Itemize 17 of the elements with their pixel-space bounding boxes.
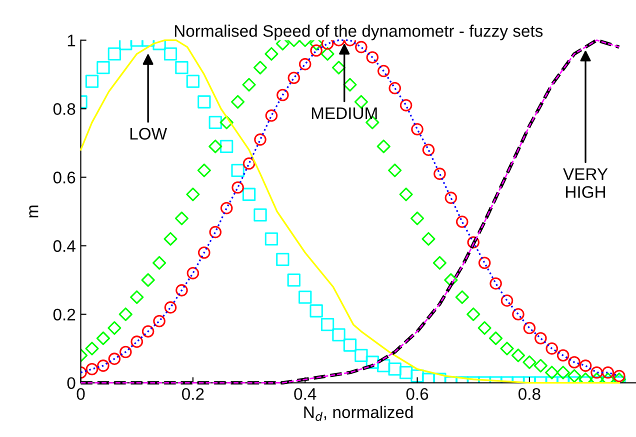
y-tick-label: 0.4 xyxy=(53,240,76,252)
annotation: VERY HIGH xyxy=(563,168,608,198)
y-tick-label: 0.6 xyxy=(53,172,76,184)
annotation: LOW xyxy=(130,128,167,140)
x-tick-label: 0.2 xyxy=(182,388,204,400)
x-axis-title: N$_{d}$, normalized xyxy=(304,406,413,421)
x-tick-label: 0.8 xyxy=(518,388,540,400)
y-tick-label: 0 xyxy=(67,377,76,390)
y-tick-label: 0.8 xyxy=(53,103,76,115)
x-tick-label: 0.6 xyxy=(406,388,428,400)
x-tick-label: 0.4 xyxy=(294,388,316,400)
y-tick-label: 0.2 xyxy=(53,308,76,320)
annotation: MEDIUM xyxy=(312,108,377,120)
y-tick-label: 1 xyxy=(68,34,76,46)
y-axis-title: m xyxy=(29,206,38,218)
x-tick-label: 0 xyxy=(76,388,85,400)
chart-title: Normalised Speed of the dynamometr - fuzzy sets xyxy=(174,24,543,40)
